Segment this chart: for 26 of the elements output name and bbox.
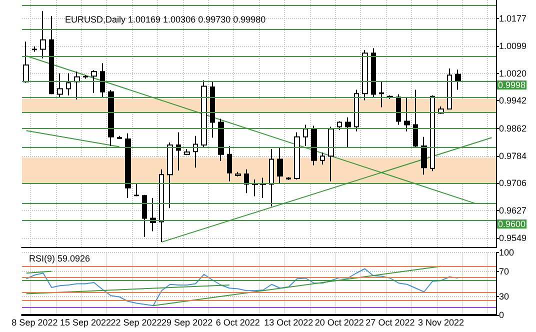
y-tick-label: 30 [499, 291, 510, 302]
x-tick-label: 6 Oct 2022 [216, 318, 260, 328]
x-tick-label: 13 Oct 2022 [264, 318, 314, 328]
ref-line-label: 0.9600 [498, 219, 526, 230]
y-tick-label: 1.0099 [499, 40, 527, 51]
x-tick-label: 8 Sep 2022 [12, 318, 58, 328]
chart-title: RSI(9) 59.0926 [29, 254, 90, 264]
y-tick-label: 1.0177 [499, 14, 527, 24]
text: EURUSD,Daily 1.00169 1.00306 0.99730 0.99980 [65, 14, 266, 24]
y-tick-label: 0.9549 [499, 232, 527, 243]
y-tick-label: 0.9706 [499, 178, 527, 188]
y-tick-label: 0.9627 [499, 206, 527, 216]
x-tick-label: 3 Nov 2022 [418, 318, 464, 328]
x-tick-label: 22 Sep 2022 [110, 318, 162, 328]
y-tick-label: 0.9942 [499, 96, 527, 106]
y-tick-label: 70 [499, 266, 510, 276]
y-tick-label: 100 [499, 248, 514, 258]
y-tick-label: 0.9862 [499, 124, 527, 134]
x-tick-label: 15 Sep 2022 [60, 318, 112, 328]
y-tick-label: 0.9784 [499, 150, 527, 161]
ref-line-label: 0.9998 [498, 80, 526, 90]
x-tick-label: 29 Sep 2022 [162, 318, 213, 328]
y-tick-label: 0 [499, 310, 504, 320]
x-tick-label: 27 Oct 2022 [366, 318, 415, 328]
x-tick-label: 20 Oct 2022 [314, 318, 364, 328]
y-tick-label: 1.0020 [499, 68, 527, 78]
